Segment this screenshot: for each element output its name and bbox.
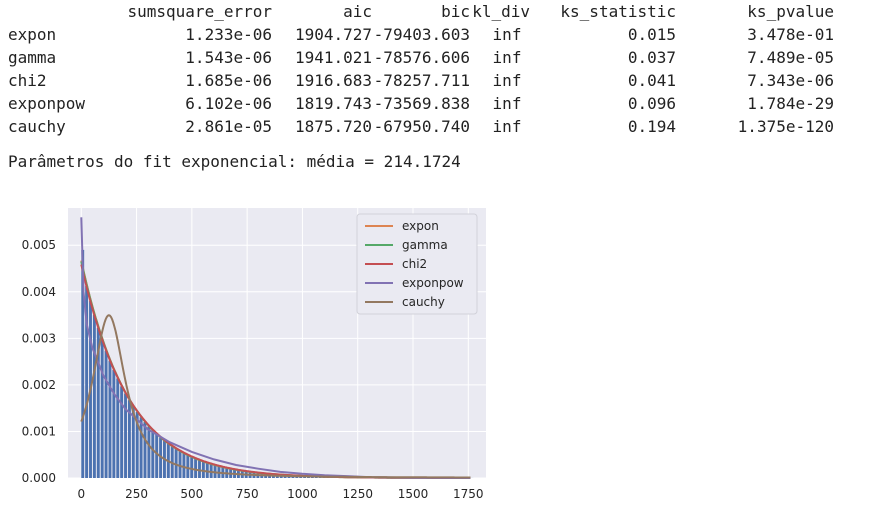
table-row: expon 1.233e-06 1904.727 -79403.603 inf … (8, 23, 834, 46)
histogram-bar (182, 453, 185, 478)
histogram-bar (109, 361, 112, 478)
ks-pvalue-header: ks_pvalue (676, 0, 834, 23)
kl-div-cell: inf (470, 23, 530, 46)
distribution-fit-chart: 0.000 0.001 0.002 0.003 0.004 0.005 0 250 500 75… (0, 200, 500, 511)
ks-statistic-cell: 0.096 (530, 92, 676, 115)
legend-label-cauchy: cauchy (402, 295, 445, 309)
histogram-bar (186, 455, 189, 478)
aic-cell: 1941.021 (272, 46, 372, 69)
ks-pvalue-cell: 1.375e-120 (676, 115, 834, 138)
histogram-bar (155, 434, 158, 478)
x-tick-label: 1250 (342, 487, 373, 501)
sumsquare-error-cell: 1.685e-06 (108, 69, 272, 92)
distribution-name: cauchy (8, 115, 108, 138)
legend-label-exponpow: exponpow (402, 276, 464, 290)
distribution-name: exponpow (8, 92, 108, 115)
aic-header: aic (272, 0, 372, 23)
table-row: cauchy 2.861e-05 1875.720 -67950.740 inf… (8, 115, 834, 138)
index-header (8, 0, 108, 23)
bic-cell: -78576.606 (372, 46, 470, 69)
y-tick-label: 0.005 (22, 238, 56, 252)
y-axis-ticks: 0.000 0.001 0.002 0.003 0.004 0.005 (22, 238, 56, 485)
table-header-row: sumsquare_error aic bic kl_div ks_statis… (8, 0, 834, 23)
legend-label-gamma: gamma (402, 238, 448, 252)
kl-div-cell: inf (470, 115, 530, 138)
y-tick-label: 0.004 (22, 285, 56, 299)
table-row: exponpow 6.102e-06 1819.743 -73569.838 i… (8, 92, 834, 115)
histogram-bar (105, 351, 108, 478)
histogram-bar (147, 426, 150, 478)
histogram-bar (151, 430, 154, 478)
x-axis-ticks: 0 250 500 750 1000 1250 1500 1750 (77, 487, 483, 501)
x-tick-label: 250 (125, 487, 148, 501)
sumsquare-error-cell: 6.102e-06 (108, 92, 272, 115)
kl-div-header: kl_div (470, 0, 530, 23)
x-tick-label: 1750 (453, 487, 484, 501)
y-tick-label: 0.001 (22, 424, 56, 438)
exponential-fit-parameters: Parâmetros do fit exponencial: média = 2… (8, 152, 461, 171)
bic-cell: -67950.740 (372, 115, 470, 138)
histogram-bar (190, 457, 193, 478)
legend-label-chi2: chi2 (402, 257, 427, 271)
chart-svg: 0.000 0.001 0.002 0.003 0.004 0.005 0 250 500 75… (0, 200, 500, 511)
kl-div-cell: inf (470, 92, 530, 115)
histogram-bar (194, 459, 197, 478)
ks-statistic-cell: 0.037 (530, 46, 676, 69)
aic-cell: 1875.720 (272, 115, 372, 138)
x-tick-label: 0 (77, 487, 85, 501)
x-tick-label: 750 (236, 487, 259, 501)
x-tick-label: 1500 (398, 487, 429, 501)
bic-cell: -73569.838 (372, 92, 470, 115)
ks-statistic-header: ks_statistic (530, 0, 676, 23)
y-tick-label: 0.000 (22, 471, 56, 485)
ks-pvalue-cell: 1.784e-29 (676, 92, 834, 115)
histogram-bar (112, 370, 115, 478)
bic-cell: -79403.603 (372, 23, 470, 46)
x-tick-label: 1000 (287, 487, 318, 501)
histogram-bar (120, 386, 123, 478)
ks-pvalue-cell: 7.489e-05 (676, 46, 834, 69)
table-row: gamma 1.543e-06 1941.021 -78576.606 inf … (8, 46, 834, 69)
ks-statistic-cell: 0.194 (530, 115, 676, 138)
distribution-name: gamma (8, 46, 108, 69)
distribution-name: expon (8, 23, 108, 46)
kl-div-cell: inf (470, 69, 530, 92)
histogram-bar (198, 460, 201, 478)
bic-header: bic (372, 0, 470, 23)
histogram-bar (101, 340, 104, 478)
aic-cell: 1916.683 (272, 69, 372, 92)
y-tick-label: 0.002 (22, 378, 56, 392)
histogram-bar (140, 417, 143, 478)
kl-div-cell: inf (470, 46, 530, 69)
ks-pvalue-cell: 3.478e-01 (676, 23, 834, 46)
histogram-bar (116, 378, 119, 478)
y-tick-label: 0.003 (22, 331, 56, 345)
sumsquare-error-header: sumsquare_error (108, 0, 272, 23)
sumsquare-error-cell: 1.543e-06 (108, 46, 272, 69)
histogram-bar (144, 422, 147, 478)
ks-statistic-cell: 0.041 (530, 69, 676, 92)
sumsquare-error-cell: 1.233e-06 (108, 23, 272, 46)
sumsquare-error-cell: 2.861e-05 (108, 115, 272, 138)
ks-pvalue-cell: 7.343e-06 (676, 69, 834, 92)
distribution-fit-table: sumsquare_error aic bic kl_div ks_statis… (8, 0, 834, 138)
aic-cell: 1819.743 (272, 92, 372, 115)
ks-statistic-cell: 0.015 (530, 23, 676, 46)
table-row: chi2 1.685e-06 1916.683 -78257.711 inf 0… (8, 69, 834, 92)
x-tick-label: 500 (180, 487, 203, 501)
distribution-name: chi2 (8, 69, 108, 92)
bic-cell: -78257.711 (372, 69, 470, 92)
chart-legend: expon gamma chi2 exponpow cauchy (357, 214, 477, 314)
aic-cell: 1904.727 (272, 23, 372, 46)
histogram-bar (93, 315, 96, 478)
legend-label-expon: expon (402, 219, 439, 233)
